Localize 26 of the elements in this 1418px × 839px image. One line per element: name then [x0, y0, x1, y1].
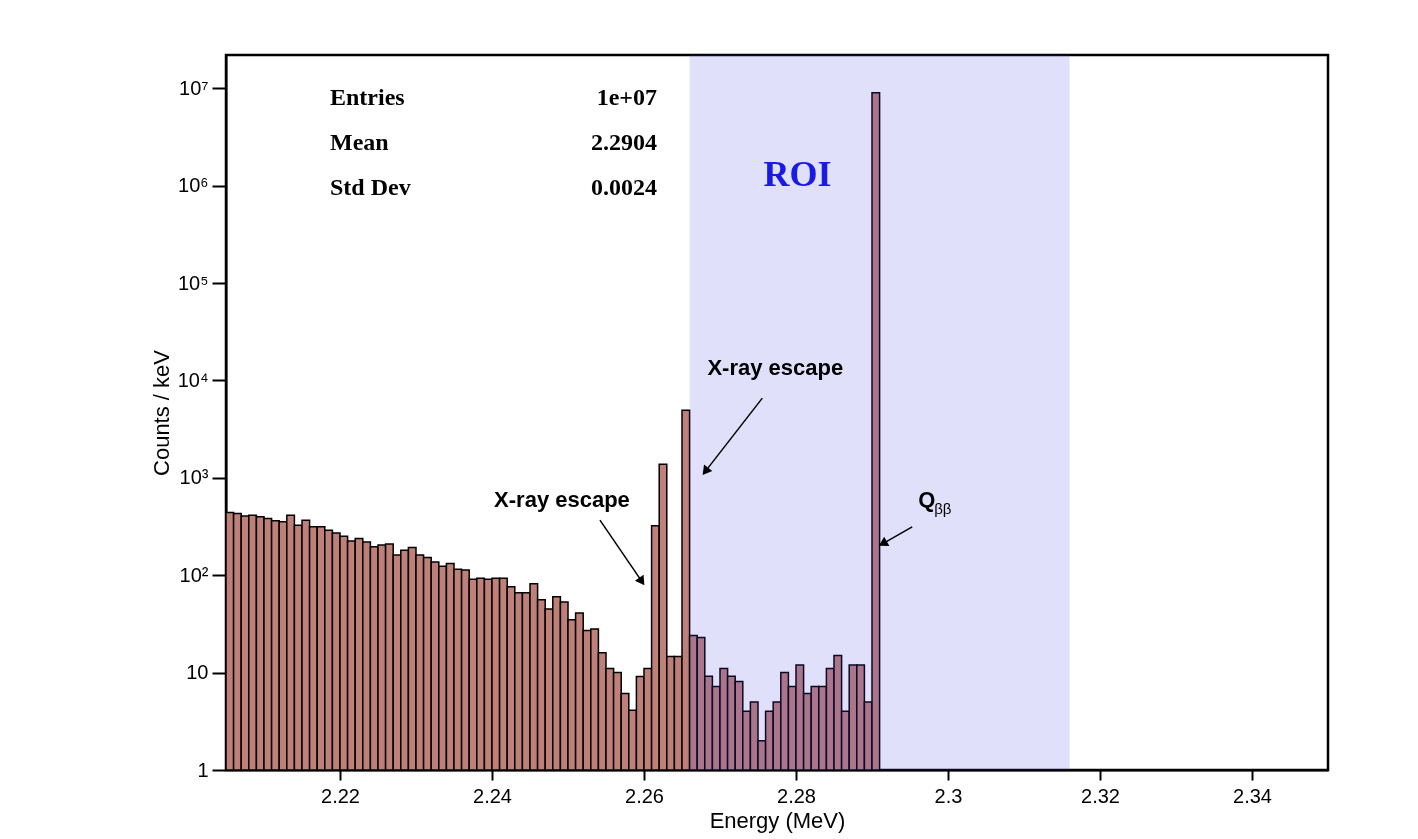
y-tick-label: 10²	[179, 563, 209, 586]
x-tick-label: 2.32	[1081, 784, 1120, 807]
x-tick-label: 2.22	[321, 784, 360, 807]
annotation: Entries	[330, 84, 405, 110]
x-tick-label: 2.3	[934, 784, 963, 807]
annotation: 0.0024	[591, 174, 657, 200]
y-tick-label: 10⁵	[177, 271, 209, 294]
y-axis-title: Counts / keV	[148, 349, 174, 476]
annotation: X-ray escape	[707, 355, 844, 381]
annotation: 2.2904	[591, 129, 657, 155]
y-tick-label: 10⁷	[179, 76, 209, 99]
annotation: 1e+07	[596, 84, 657, 110]
annotation: X-ray escape	[494, 487, 630, 513]
x-axis-title: Energy (MeV)	[709, 807, 846, 833]
y-tick-label: 10	[186, 661, 209, 684]
y-tick-label: 10⁴	[177, 368, 209, 391]
y-tick-label: 1	[197, 758, 209, 781]
x-tick-label: 2.34	[1233, 784, 1272, 807]
x-tick-label: 2.24	[473, 784, 512, 807]
annotation: Std Dev	[330, 174, 411, 200]
annotation: Mean	[330, 129, 389, 155]
y-tick-label: 10⁶	[178, 174, 209, 197]
x-tick-label: 2.26	[625, 784, 664, 807]
y-tick-label: 10³	[179, 466, 209, 489]
band-label: ROI	[763, 154, 832, 194]
x-tick-label: 2.28	[777, 784, 816, 807]
